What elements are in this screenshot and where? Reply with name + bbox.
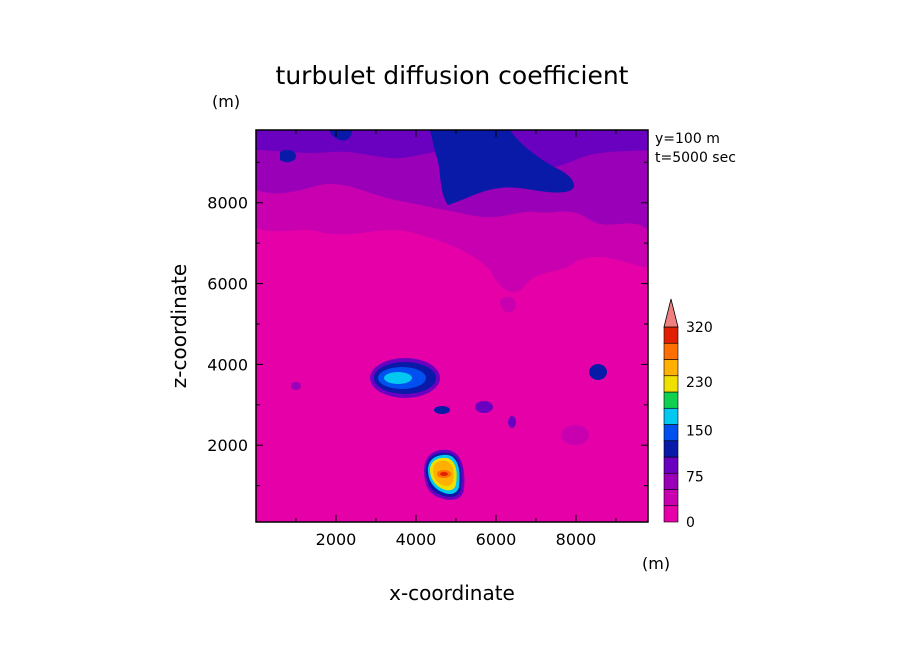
contour-field [256, 130, 648, 522]
colorbar-tick-label: 320 [686, 320, 713, 336]
x-axis-label: x-coordinate [389, 581, 515, 605]
y-tick-label: 8000 [207, 194, 248, 213]
upper-dark-streak [430, 130, 575, 205]
colorbar-over-arrow [663, 298, 679, 328]
y-axis: 2000 4000 6000 8000 [207, 161, 648, 487]
x-unit-label: (m) [642, 554, 670, 573]
small-patch-mid [475, 401, 493, 413]
small-patch-lowmid [508, 416, 516, 428]
annotation-t: t=5000 sec [655, 150, 736, 166]
x-tick-label: 2000 [316, 530, 357, 549]
colorbar-tick-label: 230 [686, 375, 713, 391]
y-tick-label: 2000 [207, 436, 248, 455]
small-patch-right [561, 425, 589, 445]
upper-left-blob [280, 149, 296, 163]
y-tick-label: 6000 [207, 275, 248, 294]
chart-title: turbulet diffusion coefficient [276, 61, 629, 90]
cloud-core-mid [370, 358, 440, 398]
x-tick-label: 6000 [476, 530, 517, 549]
colorbar-segment [663, 407, 679, 425]
colorbar-tick-label: 75 [686, 469, 704, 485]
x-tick-label: 4000 [396, 530, 437, 549]
small-patch-west [291, 382, 301, 390]
small-patch-mid2 [434, 406, 450, 414]
colorbar-tick-label: 0 [686, 515, 695, 531]
colorbar-segment [663, 326, 679, 344]
colorbar: 0 75 150 230 320 [663, 298, 713, 531]
plot-frame [255, 129, 649, 523]
colorbar-segment [663, 359, 679, 377]
colorbar-segment [663, 440, 679, 458]
y-tick-label: 4000 [207, 355, 248, 374]
colorbar-segment [663, 342, 679, 360]
colorbar-segment [663, 505, 679, 523]
x-axis: 2000 4000 6000 8000 [295, 130, 617, 549]
colorbar-tick-label: 150 [686, 424, 713, 440]
y-unit-label: (m) [212, 92, 240, 111]
y-axis-label: z-coordinate [167, 264, 191, 388]
x-tick-label: 8000 [556, 530, 597, 549]
colorbar-segment [663, 472, 679, 490]
colorbar-segment [663, 489, 679, 507]
upper-layer-violet [256, 130, 648, 172]
colorbar-segment [663, 424, 679, 442]
cloud-core-low [424, 449, 465, 500]
mid-violet-tongue [500, 296, 516, 313]
colorbar-segment [663, 456, 679, 474]
small-patch-east [589, 364, 607, 380]
colorbar-segment [663, 391, 679, 409]
colorbar-segment [663, 375, 679, 393]
annotation-y: y=100 m [655, 131, 720, 147]
